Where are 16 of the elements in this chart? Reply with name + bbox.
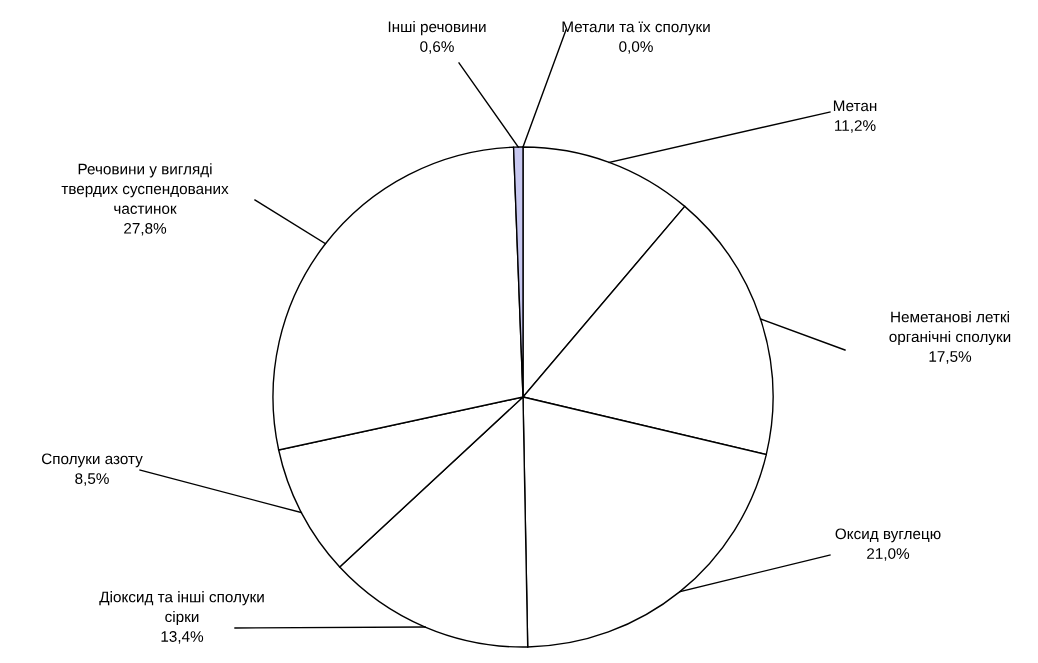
data-label: 11,2% (835, 120, 876, 133)
slice-label: Метан (833, 100, 877, 112)
slice-label: Сполуки азоту (41, 453, 143, 468)
data-label: 21,0% (867, 548, 910, 561)
data-label: 17,5% (929, 351, 972, 364)
category-label: Метали та їх сполуки (562, 21, 710, 36)
data-label: 8,5% (75, 473, 109, 486)
text: 0,0% (619, 41, 653, 54)
slice-label: Оксид вуглецю (835, 528, 941, 543)
data-label: 27,8% (124, 222, 167, 236)
slice-label: Діоксид та інші сполуки сірки (99, 591, 264, 626)
slice-label: Неметанові леткі органічні сполуки (889, 311, 1011, 346)
data-label: 0,6% (420, 41, 454, 54)
slice-label: Інші речовини (388, 20, 486, 36)
data-label: 13,4% (161, 631, 204, 644)
slice-label: Речовини у вигляді твердих суспендованих частинок (61, 163, 229, 214)
